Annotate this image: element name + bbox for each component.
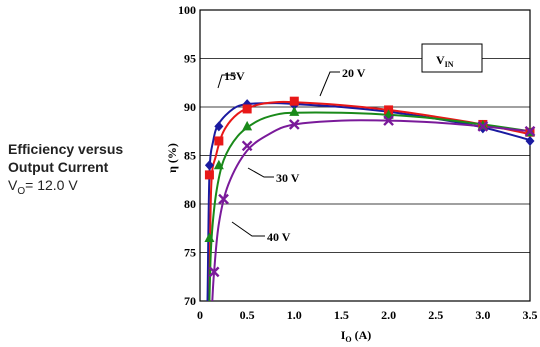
data-point bbox=[204, 160, 214, 171]
x-tick-label: 3.0 bbox=[475, 308, 490, 322]
caption-line-2: Output Current bbox=[8, 159, 109, 175]
grid-lines bbox=[200, 58, 530, 253]
x-axis-label-unit: (A) bbox=[352, 328, 372, 342]
series-line-0 bbox=[206, 102, 531, 302]
condition-symbol: V bbox=[8, 177, 18, 193]
data-point bbox=[214, 136, 224, 146]
series-line-3 bbox=[211, 119, 531, 302]
data-point bbox=[208, 266, 220, 278]
data-point bbox=[241, 140, 253, 152]
label-leader-20v bbox=[319, 71, 340, 97]
data-point bbox=[204, 170, 214, 180]
data-point bbox=[204, 232, 215, 242]
x-tick-label: 0 bbox=[197, 308, 203, 322]
data-point bbox=[383, 115, 394, 126]
data-point bbox=[525, 135, 535, 146]
series-annotations: 15V 20 V 30 V 40 V bbox=[217, 66, 366, 244]
x-tick-label: 1.5 bbox=[334, 308, 349, 322]
data-point bbox=[214, 121, 224, 132]
condition-value: = 12.0 V bbox=[25, 177, 78, 193]
legend-box-label: VIN bbox=[436, 53, 454, 69]
y-tick-label: 85 bbox=[184, 149, 196, 163]
y-axis-label: η (%) bbox=[165, 143, 179, 173]
series-label-15v: 15V bbox=[224, 69, 245, 83]
legend-box-sub: IN bbox=[445, 60, 454, 69]
chart-caption: Efficiency versus Output Current VO= 12.… bbox=[8, 140, 158, 201]
data-point bbox=[524, 125, 536, 137]
condition-subscript: O bbox=[17, 185, 26, 197]
data-point bbox=[288, 119, 300, 130]
y-tick-label: 100 bbox=[178, 3, 196, 17]
series-label-30v: 30 V bbox=[276, 171, 300, 185]
series-curves bbox=[206, 100, 531, 302]
x-axis-label-main: I bbox=[341, 328, 346, 342]
y-tick-label: 75 bbox=[184, 246, 196, 260]
y-tick-label: 90 bbox=[184, 100, 196, 114]
series-line-2 bbox=[208, 111, 531, 302]
series-label-20v: 20 V bbox=[342, 66, 366, 80]
x-tick-label: 1.0 bbox=[287, 308, 302, 322]
label-leader-30v bbox=[247, 167, 274, 178]
y-tick-label: 95 bbox=[184, 52, 196, 66]
plot-frame bbox=[199, 9, 531, 302]
series-label-40v: 40 V bbox=[267, 230, 291, 244]
y-tick-label: 70 bbox=[184, 294, 196, 308]
y-axis-label-main: η bbox=[165, 166, 179, 173]
caption-line-1: Efficiency versus bbox=[8, 141, 124, 157]
y-tick-labels: 70 75 80 85 90 95 100 bbox=[178, 3, 196, 308]
x-tick-label: 0.5 bbox=[240, 308, 255, 322]
legend-box-frame bbox=[421, 43, 483, 73]
x-tick-label: 2.0 bbox=[381, 308, 396, 322]
label-leader-15v bbox=[217, 74, 236, 89]
legend-box: VIN bbox=[421, 43, 483, 73]
y-tick-label: 80 bbox=[184, 197, 196, 211]
data-point bbox=[218, 193, 229, 205]
data-point bbox=[242, 104, 252, 114]
x-axis-label-sub: O bbox=[345, 335, 351, 344]
y-axis-label-unit: (%) bbox=[165, 143, 179, 166]
x-tick-labels: 0 0.5 1.0 1.5 2.0 2.5 3.0 3.5 bbox=[197, 308, 538, 322]
data-point bbox=[477, 119, 488, 130]
series-line-1 bbox=[208, 100, 531, 302]
data-point bbox=[289, 106, 300, 116]
legend-box-main: V bbox=[436, 53, 445, 67]
data-point bbox=[289, 96, 299, 106]
data-point bbox=[242, 120, 253, 131]
caption-condition: VO= 12.0 V bbox=[8, 176, 158, 201]
series-markers bbox=[204, 96, 536, 278]
x-tick-label: 3.5 bbox=[523, 308, 538, 322]
data-point bbox=[213, 159, 224, 170]
x-axis-label: IO (A) bbox=[341, 328, 372, 344]
label-leader-40v bbox=[231, 221, 265, 237]
x-tick-label: 2.5 bbox=[428, 308, 443, 322]
data-point bbox=[477, 121, 489, 132]
